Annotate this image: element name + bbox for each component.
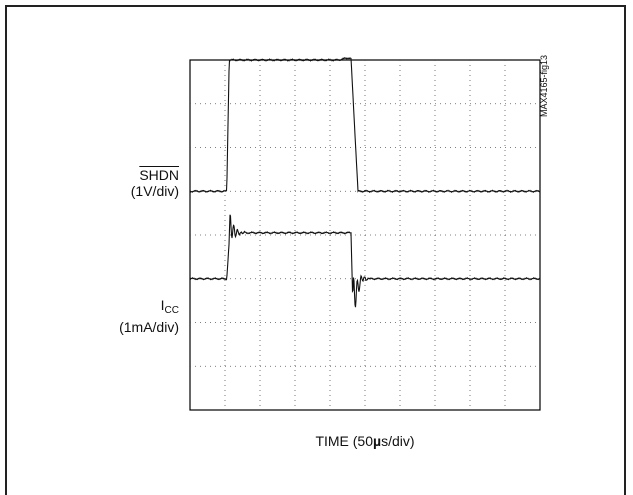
icc-label-sub: CC xyxy=(164,305,179,316)
shdn-trace xyxy=(189,57,541,194)
icc-label-scale: (1mA/div) xyxy=(119,319,179,335)
shdn-label-title: SHDN xyxy=(139,167,179,183)
x-axis-label: TIME (50µs/div) xyxy=(190,433,540,449)
figure-id: MAX4165-fig13 xyxy=(539,54,549,117)
shdn-label-scale: (1V/div) xyxy=(130,183,179,199)
icc-label-main: I xyxy=(160,297,165,313)
x-axis-label-mu: µ xyxy=(373,433,382,449)
icc-trace xyxy=(189,214,541,308)
x-axis-label-prefix: TIME (50 xyxy=(315,433,374,449)
icc-label: ICC (1mA/div) xyxy=(95,297,179,335)
figure-frame xyxy=(5,5,626,495)
scope-display xyxy=(189,57,541,411)
shdn-label: SHDN (1V/div) xyxy=(95,167,179,199)
x-axis-label-suffix: s/div) xyxy=(381,433,415,449)
